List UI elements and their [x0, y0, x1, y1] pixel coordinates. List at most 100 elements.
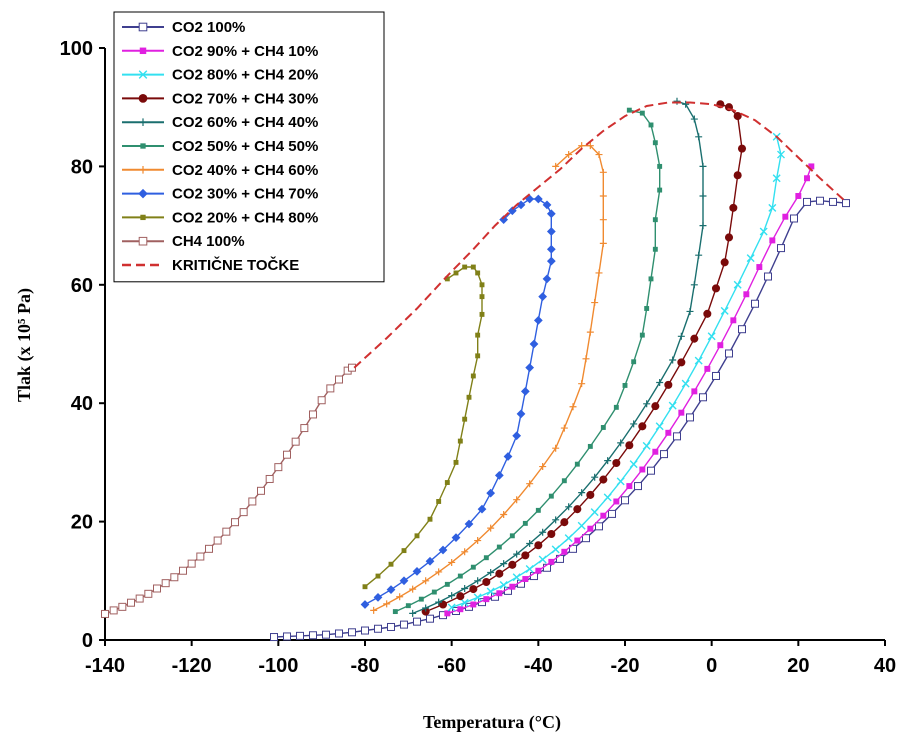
- axes: -140 -120 -100 -80 -60 -40 -20 0 20 40 0 20 40 60 80 10…: [60, 38, 897, 677]
- data-point: [335, 375, 343, 384]
- data-point: [690, 334, 699, 343]
- legend-marker: [140, 143, 146, 149]
- data-point: [730, 317, 737, 324]
- data-point: [101, 609, 109, 618]
- data-point: [374, 624, 382, 633]
- data-point: [548, 558, 555, 565]
- data-point: [448, 592, 456, 600]
- legend-item: CO2 20% + CH4 80%: [122, 209, 318, 226]
- data-point: [444, 581, 450, 587]
- data-point: [699, 393, 707, 402]
- data-point: [283, 632, 291, 641]
- data-point: [717, 342, 724, 349]
- data-point: [599, 239, 607, 247]
- data-point: [461, 548, 469, 556]
- data-point: [564, 534, 573, 543]
- legend-marker: [138, 22, 148, 32]
- data-point: [457, 438, 463, 444]
- data-point: [546, 209, 556, 219]
- data-point: [756, 264, 763, 271]
- data-point: [699, 222, 707, 230]
- data-point: [386, 585, 396, 595]
- data-point: [474, 537, 482, 545]
- legend-item: CO2 40% + CH4 60%: [122, 162, 318, 179]
- legend-marker: [140, 214, 146, 221]
- data-point: [622, 382, 628, 388]
- data-point: [533, 315, 543, 325]
- data-point: [444, 480, 450, 485]
- data-point: [508, 560, 517, 569]
- legend-marker: [139, 118, 147, 126]
- data-point: [231, 518, 239, 527]
- data-point: [552, 162, 560, 170]
- data-point: [118, 602, 127, 611]
- data-point: [317, 396, 326, 405]
- data-point: [703, 309, 712, 318]
- data-point: [526, 540, 534, 548]
- data-point: [414, 533, 420, 539]
- legend-label: CO2 20% + CH4 80%: [172, 209, 318, 226]
- data-point: [487, 524, 495, 532]
- data-point: [829, 197, 837, 206]
- series-line: [364, 266, 483, 588]
- data-point: [535, 507, 541, 513]
- data-point: [413, 617, 421, 626]
- legend-label: CO2 50% + CH4 50%: [172, 138, 318, 155]
- data-point: [438, 545, 448, 555]
- data-point: [652, 140, 658, 146]
- data-point: [542, 200, 552, 210]
- data-point: [396, 593, 404, 601]
- legend-item: CO2 30% + CH4 70%: [122, 186, 318, 203]
- data-point: [516, 409, 526, 419]
- data-point: [634, 482, 642, 491]
- data-point: [300, 424, 309, 433]
- data-point: [296, 631, 304, 640]
- data-point: [695, 251, 703, 259]
- legend-item: CH4 100%: [122, 233, 245, 250]
- data-point: [695, 133, 703, 141]
- data-point: [751, 299, 759, 308]
- data-point: [565, 503, 573, 511]
- x-tick-label: -140: [85, 655, 125, 677]
- data-point: [790, 214, 798, 223]
- data-point: [144, 589, 153, 598]
- data-point: [496, 544, 502, 550]
- data-point: [462, 416, 468, 422]
- data-point: [677, 332, 685, 340]
- data-point: [538, 292, 548, 302]
- data-point: [435, 568, 443, 576]
- data-point: [109, 606, 118, 615]
- data-point: [546, 244, 556, 254]
- data-point: [656, 378, 664, 386]
- data-point: [777, 150, 785, 159]
- data-point: [383, 600, 391, 608]
- data-point: [720, 306, 729, 315]
- legend-marker: [138, 94, 148, 103]
- data-point: [462, 264, 468, 270]
- data-point: [578, 489, 586, 497]
- data-point: [694, 356, 703, 365]
- data-point: [500, 510, 508, 518]
- data-point: [664, 380, 673, 389]
- data-point: [135, 594, 144, 603]
- data-point: [638, 422, 647, 431]
- data-point: [213, 536, 222, 545]
- data-point: [486, 488, 496, 498]
- data-point: [599, 216, 607, 224]
- data-point: [591, 473, 599, 481]
- data-point: [691, 388, 698, 395]
- x-tick-label: 20: [787, 655, 809, 677]
- data-point: [483, 555, 489, 561]
- data-point: [483, 596, 490, 603]
- data-point: [513, 496, 521, 504]
- data-point: [512, 431, 522, 441]
- legend-item: CO2 70% + CH4 30%: [122, 90, 318, 107]
- data-point: [560, 518, 569, 527]
- data-point: [205, 544, 213, 553]
- data-point: [479, 282, 485, 288]
- legend-label: KRITIČNE TOČKE: [172, 256, 299, 274]
- data-point: [782, 213, 789, 220]
- legend-label: CH4 100%: [172, 233, 245, 250]
- data-point: [560, 424, 568, 432]
- data-point: [161, 579, 170, 588]
